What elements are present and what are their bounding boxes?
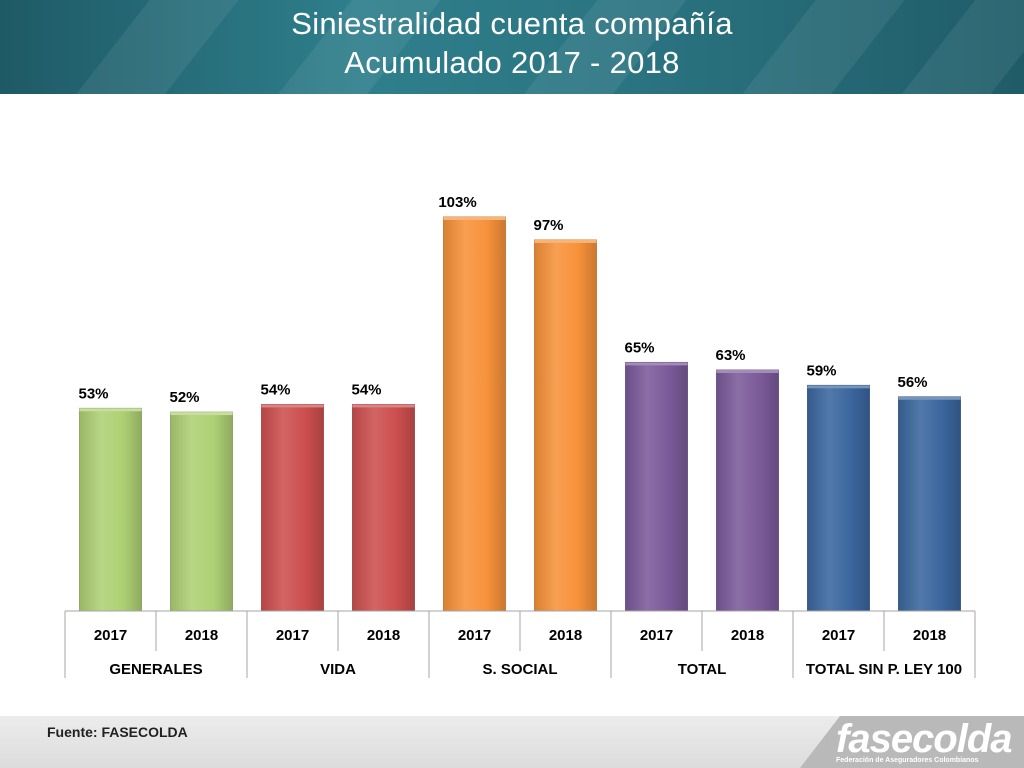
bar-cap [625,362,688,366]
data-label: 52% [169,389,199,406]
year-tick-label: 2018 [185,627,218,644]
data-labels-layer: 53% 52% 54% 54% 103% 97% 65% 63% 59% 56% [78,194,927,406]
bar-cap [443,217,506,220]
group-label: TOTAL [678,661,727,678]
bar-cap [170,412,233,416]
data-label: 65% [624,339,654,356]
year-tick-label: 2018 [549,627,582,644]
page-title: Siniestralidad cuenta compañía Acumulado… [0,4,1024,82]
title-line-2: Acumulado 2017 - 2018 [344,45,680,80]
group-label: S. SOCIAL [482,661,557,678]
bar-cap [79,408,142,412]
bar-cap [716,370,779,374]
year-tick-label: 2017 [458,627,491,644]
group-label: TOTAL SIN P. LEY 100 [806,661,962,678]
fasecolda-logo: fasecolda [836,717,1013,761]
category-axis: GENERALES 2017 2018 VIDA 2017 2018 S. SOCIAL 20… [64,610,976,678]
data-label: 103% [438,194,476,211]
bar-cap [352,404,415,408]
data-label: 54% [260,381,290,398]
data-label: 59% [806,362,836,379]
data-label: 54% [351,381,381,398]
bar-cap [807,385,870,389]
bar [352,404,415,612]
bar-cap [534,239,597,243]
bar [716,369,779,612]
bar-cap [898,396,961,400]
group-label: VIDA [320,661,356,678]
title-banner: Siniestralidad cuenta compañía Acumulado… [0,0,1024,94]
bar [807,384,870,612]
bar-chart: GENERALES 2017 2018 VIDA 2017 2018 S. SOCIAL 20… [64,194,976,678]
group-label: GENERALES [109,661,202,678]
bars-layer [79,216,961,612]
logo-band [800,716,1024,768]
bar [170,411,233,612]
year-tick-label: 2018 [367,627,400,644]
bar-cap [261,404,324,408]
title-line-1: Siniestralidad cuenta compañía [291,6,733,41]
year-tick-label: 2018 [913,627,946,644]
year-tick-label: 2017 [640,627,673,644]
bar [625,361,688,612]
source-note: Fuente: FASECOLDA [47,724,188,740]
bar [898,396,961,612]
data-label: 63% [715,347,745,364]
year-tick-label: 2017 [94,627,127,644]
data-label: 53% [78,385,108,402]
bar [443,216,506,612]
data-label: 56% [897,374,927,391]
year-tick-label: 2017 [822,627,855,644]
year-tick-label: 2018 [731,627,764,644]
logo-subtitle: Federación de Aseguradores Colombianos [836,757,979,764]
year-tick-label: 2017 [276,627,309,644]
bar [534,239,597,612]
bar [79,407,142,612]
data-label: 97% [533,217,563,234]
bar [261,404,324,612]
